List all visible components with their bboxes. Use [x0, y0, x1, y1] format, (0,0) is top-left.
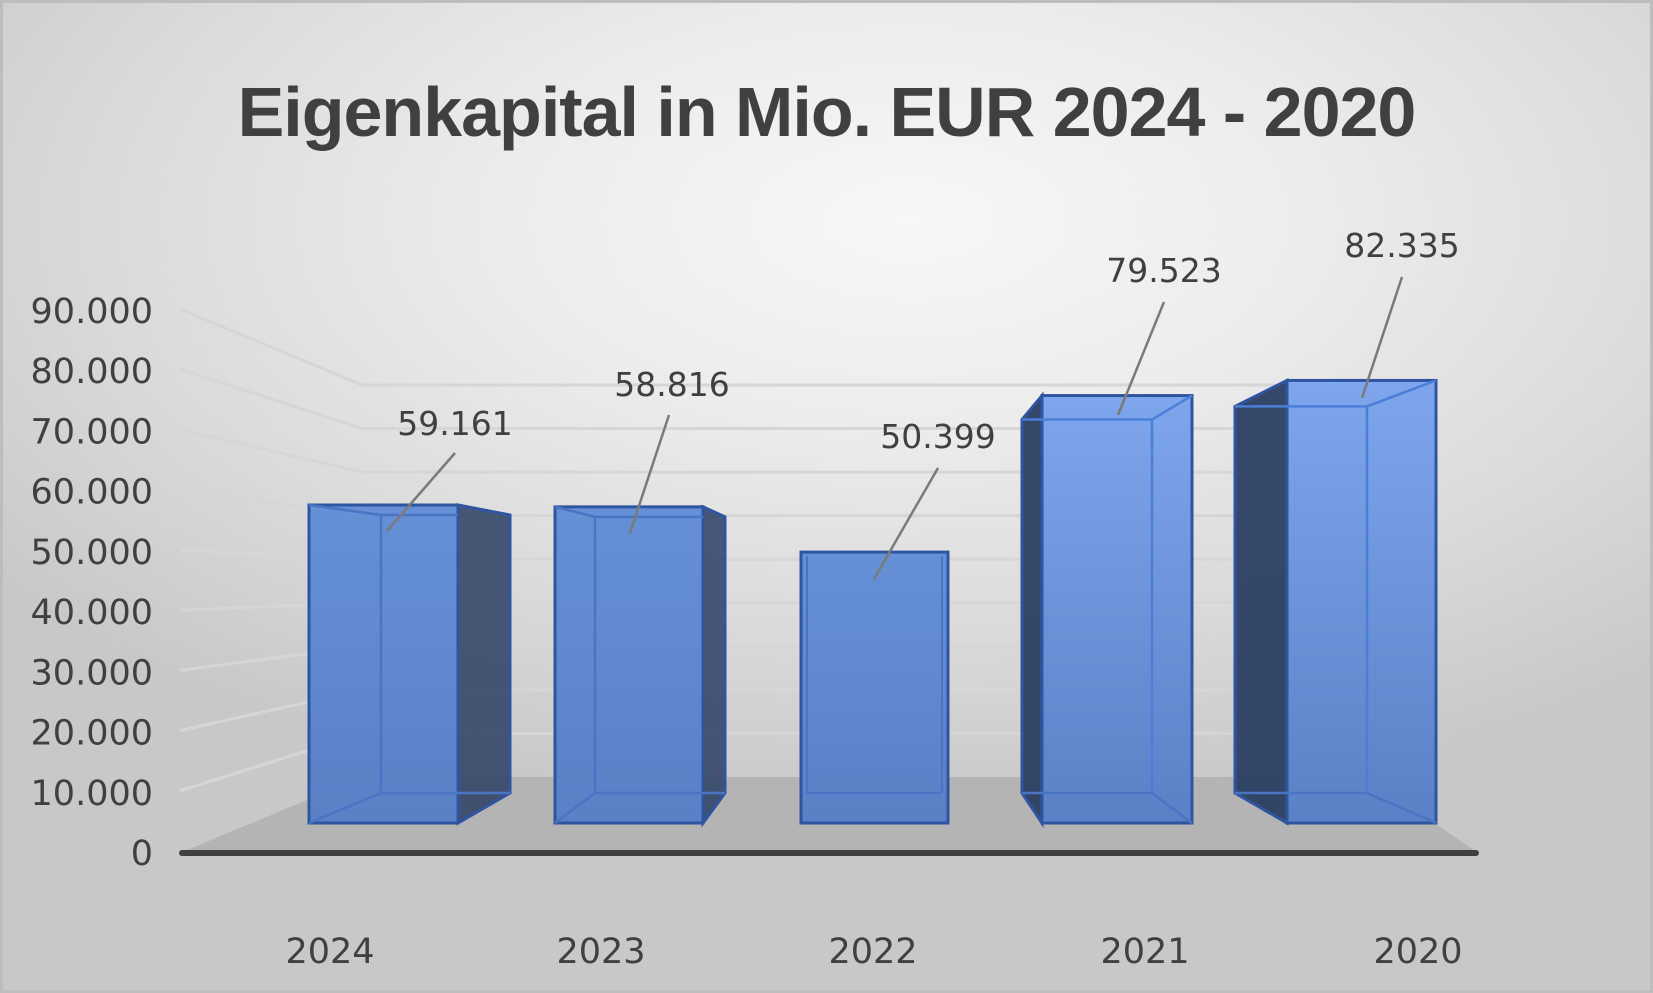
data-label: 58.816	[614, 365, 729, 404]
y-tick-label: 40.000	[31, 593, 153, 633]
bar-2020	[1233, 378, 1438, 826]
y-tick-label: 60.000	[31, 473, 153, 513]
bar-2022	[799, 550, 950, 825]
bar-side-face	[456, 503, 512, 826]
bar-2023	[553, 504, 727, 828]
x-tick-label: 2024	[285, 932, 374, 972]
bar-2024	[307, 503, 512, 826]
bar-front-face	[799, 550, 950, 825]
y-tick-label: 10.000	[31, 774, 153, 814]
x-tick-label: 2021	[1100, 932, 1189, 972]
data-label: 79.523	[1106, 251, 1221, 290]
bar-front-face	[1040, 394, 1194, 825]
gridline	[179, 307, 1370, 387]
bar-front-face	[1285, 378, 1438, 825]
bar-front-face	[553, 505, 705, 825]
leader-line	[1360, 276, 1404, 399]
y-tick-label: 90.000	[31, 292, 153, 332]
y-tick-label: 80.000	[31, 352, 153, 392]
y-tick-label: 50.000	[31, 533, 153, 573]
x-axis-labels: 2024 2023 2022 2021 2020	[285, 932, 1462, 972]
bar-front-face	[307, 503, 460, 825]
leader-line	[386, 452, 456, 532]
x-tick-label: 2023	[556, 932, 645, 972]
data-label: 82.335	[1344, 226, 1459, 265]
y-tick-label: 0	[131, 834, 153, 874]
y-tick-label: 70.000	[31, 412, 153, 452]
bar-side-face	[701, 504, 727, 828]
x-tick-label: 2022	[828, 932, 917, 972]
bar-2021	[1020, 391, 1194, 828]
y-tick-label: 20.000	[31, 714, 153, 754]
leader-line	[872, 467, 940, 580]
data-labels: 59.161 58.816 50.399 79.523 82.335	[386, 226, 1460, 580]
leader-line	[628, 414, 671, 534]
chart-title: Eigenkapital in Mio. EUR 2024 - 2020	[237, 73, 1417, 151]
bar-side-face	[1233, 378, 1289, 826]
y-tick-label: 30.000	[31, 653, 153, 693]
bars	[307, 378, 1438, 828]
leader-line	[1116, 301, 1166, 416]
bar-side-face	[1020, 391, 1044, 828]
x-tick-label: 2020	[1373, 932, 1462, 972]
data-label: 50.399	[880, 417, 995, 456]
data-label: 59.161	[397, 404, 512, 443]
y-axis-labels: 0 10.000 20.000 30.000 40.000 50.000 60.000 70.…	[31, 292, 153, 874]
